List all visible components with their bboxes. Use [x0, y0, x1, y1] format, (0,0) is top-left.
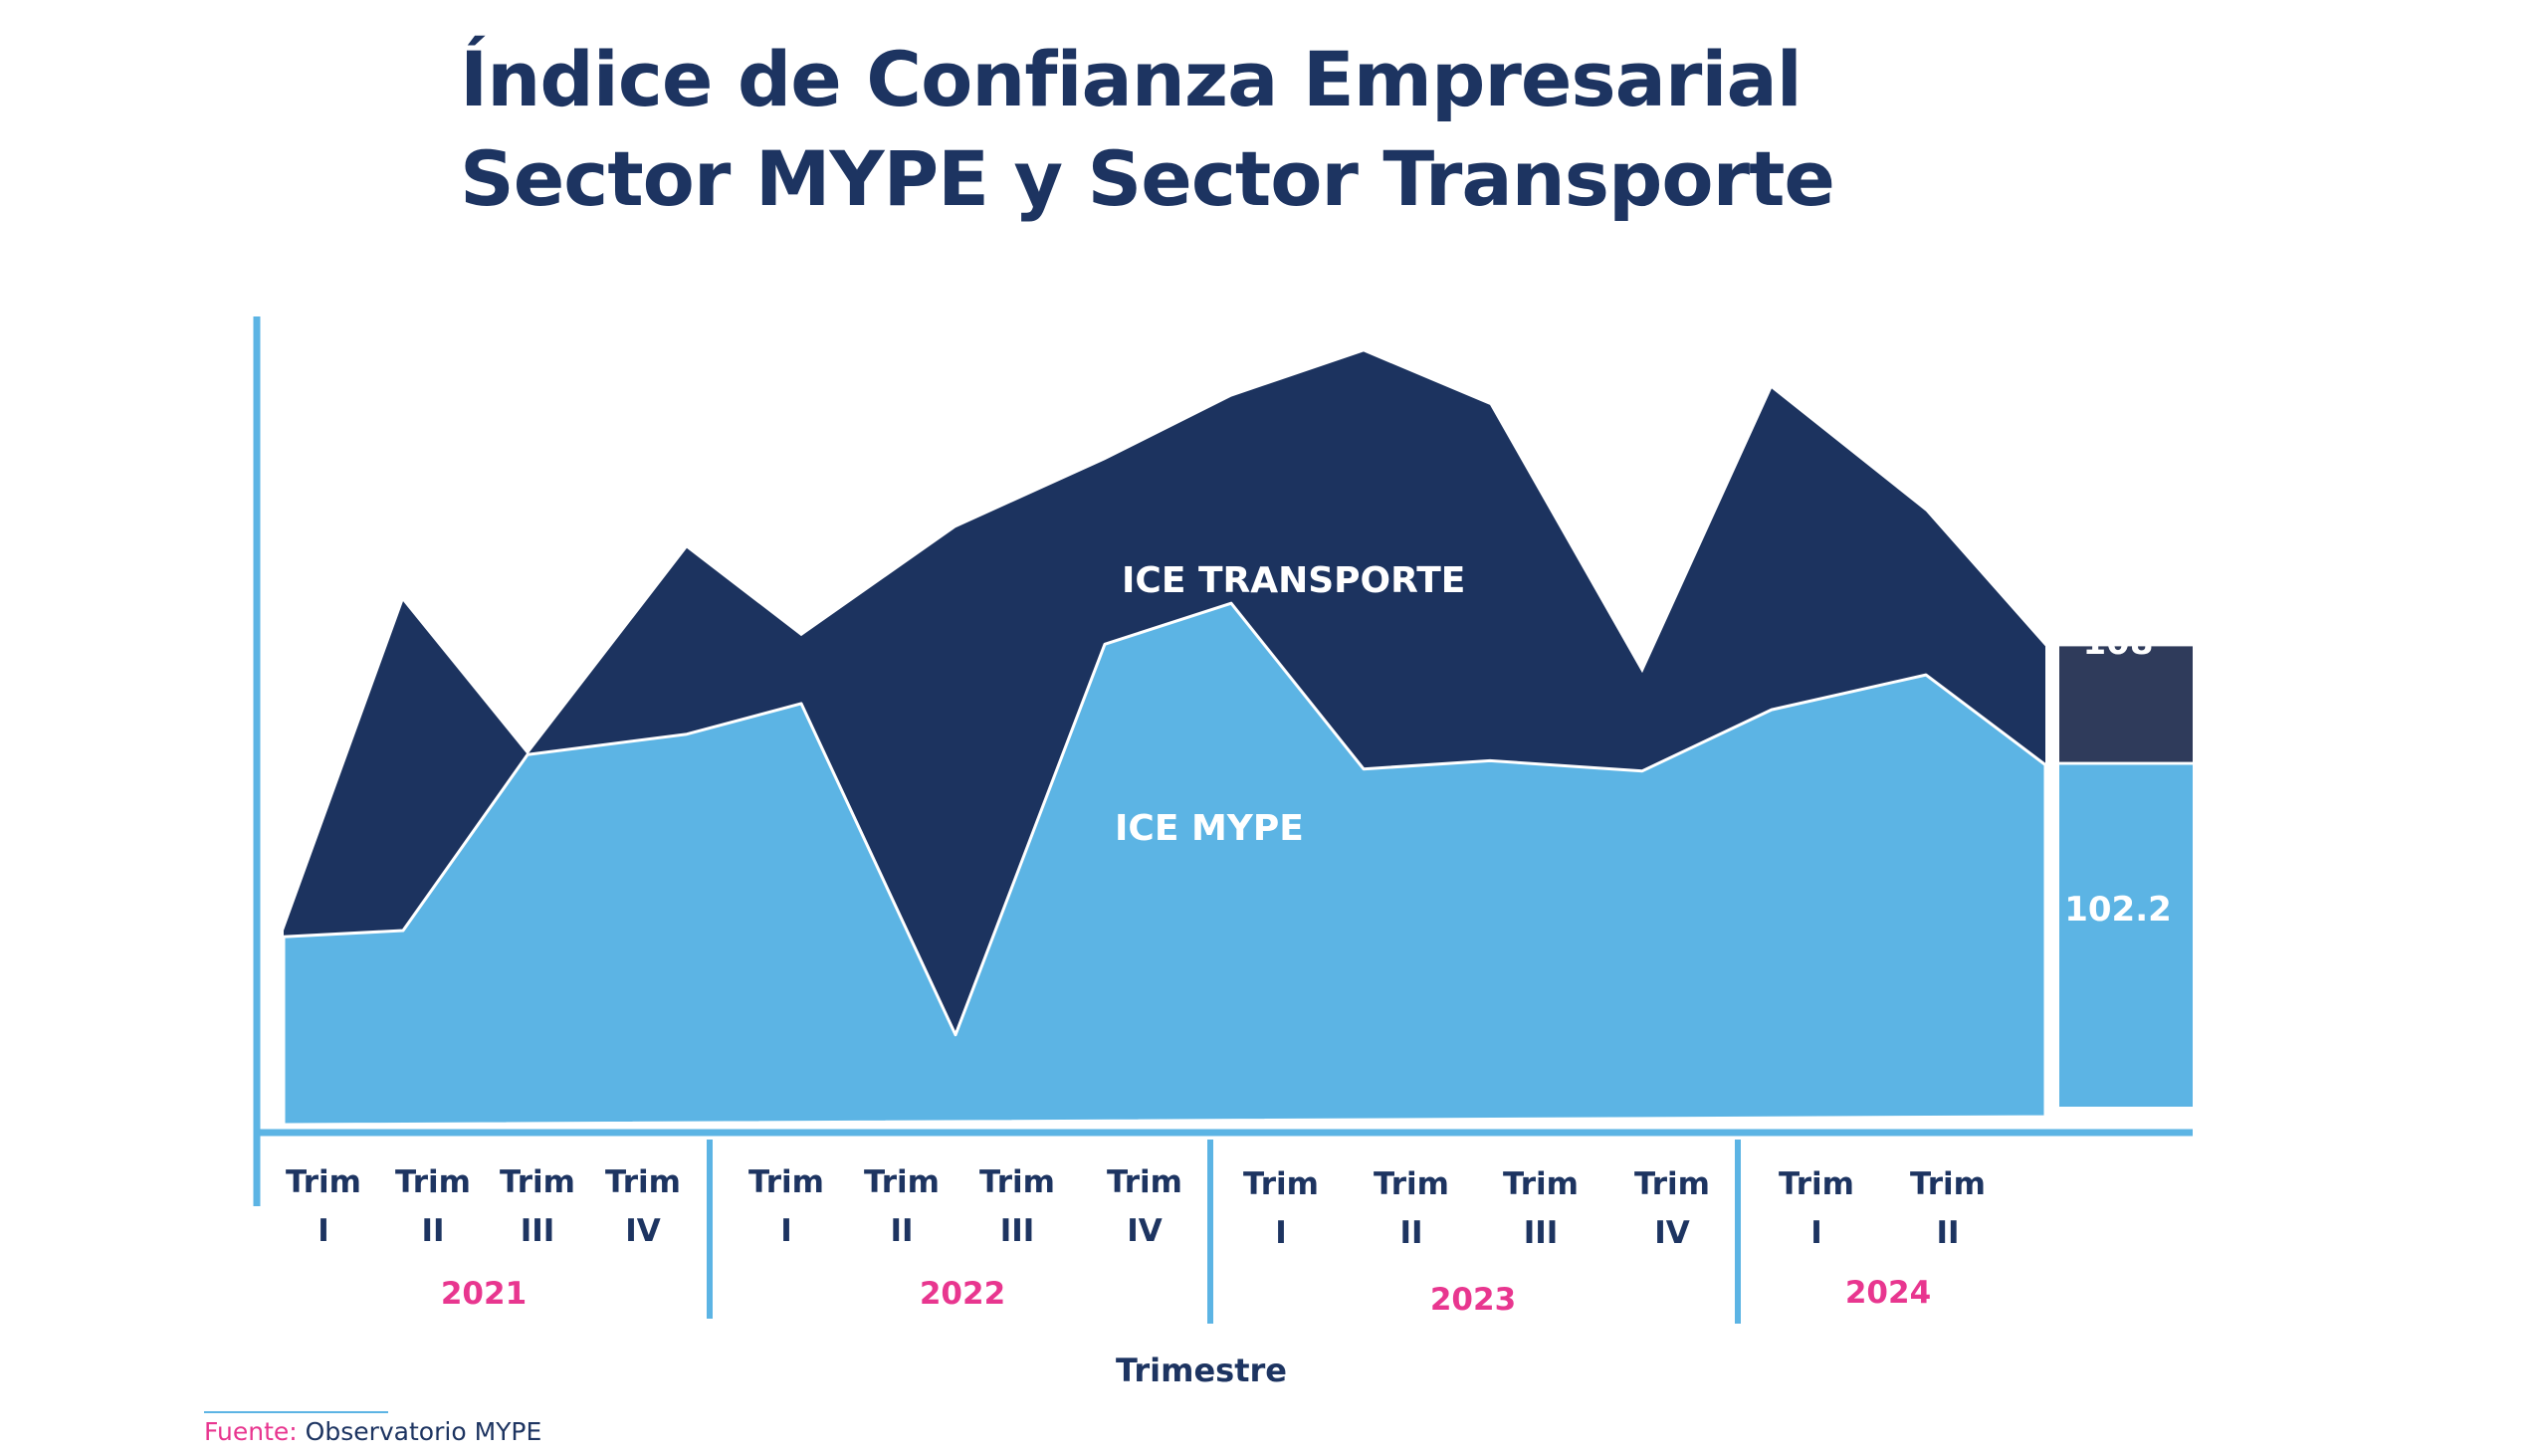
year-label-2022: 2022 [920, 1276, 1005, 1312]
tick-label-11-line1: Trim [1634, 1166, 1710, 1202]
tick-label-10-line1: Trim [1503, 1166, 1579, 1202]
tick-label-0-line1: Trim [286, 1164, 361, 1200]
tick-label-1-line1: Trim [395, 1164, 471, 1200]
tick-label-8-line1: Trim [1243, 1166, 1319, 1202]
tick-label-8-line2: I [1275, 1215, 1287, 1251]
x-axis-title: Trimestre [1116, 1352, 1287, 1389]
tick-label-6-line2: III [1000, 1213, 1035, 1249]
chart-title-line-2: Sector MYPE y Sector Transporte [460, 134, 1835, 223]
box-transporte-latest [2059, 646, 2193, 762]
tick-label-13-line2: II [1936, 1215, 1959, 1251]
data-label-mype-latest: 102.2 [2064, 890, 2172, 930]
source-note: Fuente: Observatorio MYPE [204, 1417, 541, 1446]
year-label-2021: 2021 [441, 1276, 527, 1312]
source-label: Fuente: [204, 1417, 298, 1446]
series-label-ice-transporte: ICE TRANSPORTE [1122, 560, 1465, 601]
latest-value-boxes [2059, 646, 2193, 1107]
tick-label-3-line2: IV [625, 1213, 661, 1249]
year-label-2024: 2024 [1845, 1275, 1931, 1311]
tick-label-10-line2: III [1524, 1215, 1559, 1251]
tick-label-9-line2: II [1399, 1215, 1422, 1251]
tick-label-11-line2: IV [1654, 1215, 1690, 1251]
tick-label-0-line2: I [318, 1213, 329, 1249]
tick-label-5-line1: Trim [864, 1164, 940, 1200]
chart-title: Índice de Confianza Empresarial Sector M… [460, 30, 1835, 229]
tick-label-13-line1: Trim [1910, 1166, 1986, 1202]
tick-label-12-line1: Trim [1779, 1166, 1854, 1202]
chart-areas [282, 351, 2047, 1127]
series-label-ice-mype: ICE MYPE [1115, 808, 1304, 849]
source-divider [204, 1411, 388, 1413]
tick-label-7-line1: Trim [1107, 1164, 1182, 1200]
tick-label-7-line2: IV [1127, 1213, 1163, 1249]
x-tick-labels: TrimITrimIITrimIIITrimIVTrimITrimIITrimI… [286, 1164, 1986, 1251]
x-year-labels: 2021 2022 2023 2024 [441, 1275, 1931, 1318]
source-text: Observatorio MYPE [305, 1417, 542, 1446]
tick-label-6-line1: Trim [979, 1164, 1055, 1200]
chart-title-line-1: Índice de Confianza Empresarial [460, 35, 1803, 123]
data-label-transporte-latest: 108 [2083, 623, 2154, 663]
chart-axes [253, 316, 2193, 1324]
tick-label-2-line2: III [521, 1213, 555, 1249]
tick-label-3-line1: Trim [605, 1164, 681, 1200]
box-mype-latest [2059, 764, 2193, 1107]
tick-label-1-line2: II [421, 1213, 444, 1249]
tick-label-12-line2: I [1810, 1215, 1822, 1251]
tick-label-5-line2: II [890, 1213, 913, 1249]
year-label-2023: 2023 [1430, 1282, 1516, 1318]
tick-label-4-line1: Trim [748, 1164, 824, 1200]
tick-label-2-line1: Trim [500, 1164, 575, 1200]
tick-label-9-line1: Trim [1374, 1166, 1449, 1202]
tick-label-4-line2: I [780, 1213, 792, 1249]
